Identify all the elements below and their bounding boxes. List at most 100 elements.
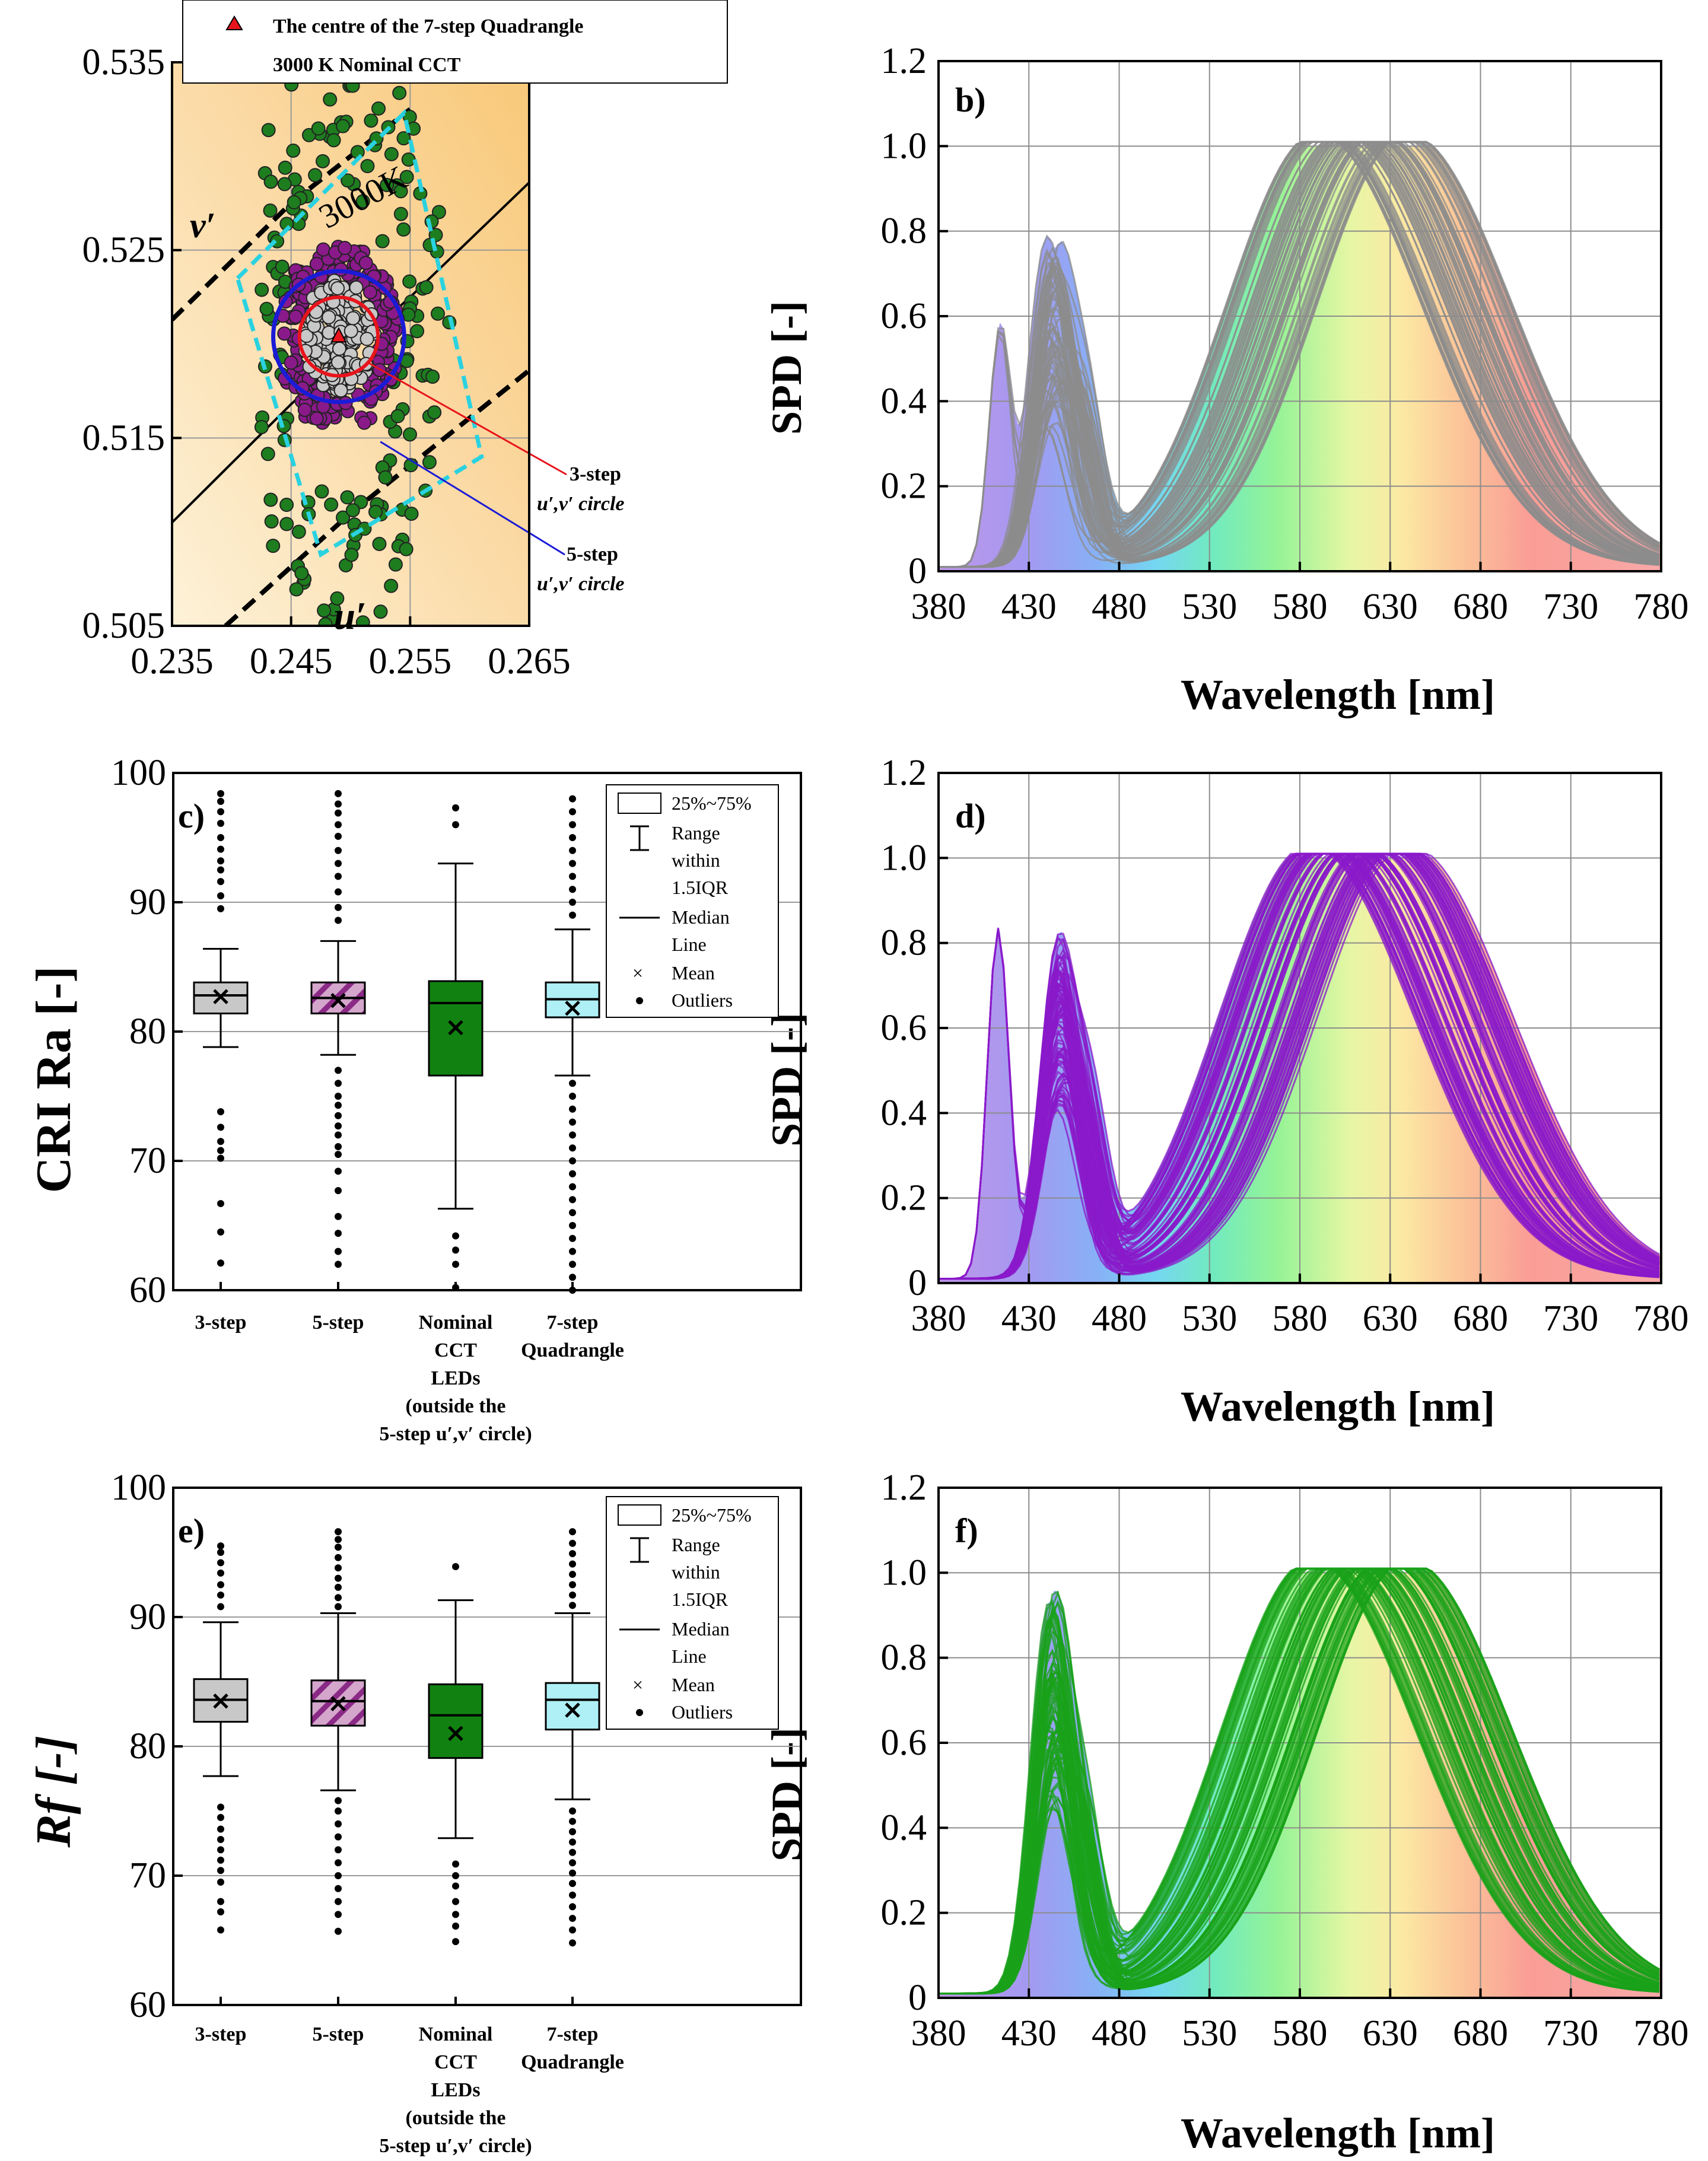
outlier-point [217, 905, 224, 912]
outlier-point [569, 1939, 576, 1947]
scatter-point-outer [404, 507, 419, 521]
scatter-point-5step [284, 355, 298, 370]
outlier-point [452, 821, 459, 829]
panel-label-e: e) [178, 1511, 205, 1550]
spd-curve [939, 141, 1660, 568]
spd-curve [939, 852, 1660, 1280]
outlier-point [335, 1230, 342, 1237]
outlier-point [452, 1261, 459, 1268]
cat-c-nominal-5: 5-step u′,v′ circle) [379, 1423, 532, 1445]
spd-curve [939, 852, 1660, 1280]
outlier-point [335, 1564, 342, 1572]
y-tick-label: 1.0 [881, 126, 927, 166]
y-tick-label: 0.535 [82, 42, 166, 82]
outlier-point [217, 1581, 224, 1589]
scatter-point-outer [259, 301, 274, 316]
outlier-point [335, 1143, 342, 1151]
outlier-point [217, 866, 224, 874]
scatter-point-3step [346, 311, 361, 326]
scatter-point-5step [297, 402, 312, 417]
scatter-point-outer [336, 119, 351, 133]
x-tick-label: 780 [1634, 587, 1689, 627]
rf-boxplot: 60 70 80 90 100 [111, 1468, 802, 2025]
outlier-point [569, 1602, 576, 1609]
y-tick-label: 0.525 [82, 230, 166, 270]
legend-a-line1: The centre of the 7-step Quadrangle [273, 15, 583, 37]
x-tick-label: 530 [1182, 2013, 1237, 2054]
spd-curve [939, 852, 1660, 1280]
spd-plot-d: 380 430 480 530 580 630 680 730 780 0 0.2 0.4 0.6 0.8… [881, 753, 1689, 1339]
outlier-point [217, 1259, 224, 1267]
outlier-point [217, 1154, 224, 1162]
scatter-point-outer [278, 160, 292, 175]
spd-curve [939, 141, 1660, 568]
spd-curve [939, 852, 1660, 1280]
legend-e-median2: Line [672, 1646, 707, 1667]
y-tick-label: 1.2 [881, 1468, 927, 1508]
spd-curve [939, 1567, 1660, 1995]
scatter-point-5step [362, 285, 377, 300]
scatter-point-outer [263, 203, 278, 218]
spd-curve [939, 141, 1660, 568]
scatter-point-outer [380, 177, 395, 192]
outlier-point [452, 1898, 459, 1905]
scatter-point-outer [422, 455, 437, 470]
outlier-point [335, 1131, 342, 1139]
spd-curve [939, 852, 1660, 1280]
scatter-point-3step [332, 341, 346, 356]
outlier-point [335, 1187, 342, 1195]
outlier-point [569, 1118, 576, 1126]
outlier-point [217, 1559, 224, 1567]
outlier-point [569, 1144, 576, 1152]
outlier-point [569, 1539, 576, 1547]
outlier-point [335, 809, 342, 817]
outlier-point [335, 1859, 342, 1867]
mean-marker [330, 1696, 346, 1711]
outlier-point [569, 1157, 576, 1164]
axis-label-y-a: v′ [190, 206, 216, 245]
spd-curve [939, 1567, 1660, 1995]
scatter-point-outer [399, 542, 414, 556]
outlier-point [335, 1911, 342, 1918]
outlier-point [217, 1549, 224, 1556]
outlier-point [569, 1247, 576, 1255]
scatter-point-3step [333, 383, 348, 398]
outlier-point [569, 795, 576, 803]
outlier-point [569, 911, 576, 919]
outlier-point [569, 834, 576, 841]
x-tick-label: 580 [1273, 587, 1328, 627]
spd-curve [939, 852, 1660, 1280]
legend-c-outliers: Outliers [672, 989, 733, 1011]
spd-curve [939, 1567, 1660, 1995]
axis-label-x-f: Wavelength [nm] [1181, 2109, 1495, 2157]
x-tick-label: 0.255 [369, 641, 452, 682]
legend-e-range2: within [672, 1561, 720, 1583]
y-tick-label: 1.0 [881, 838, 927, 878]
scatter-point-3step [360, 332, 374, 346]
scatter-point-outer [294, 566, 309, 581]
y-tick-label: 90 [129, 1597, 166, 1637]
outlier-point [569, 846, 576, 854]
spd-curve [939, 141, 1660, 568]
outlier-point [335, 846, 342, 854]
outlier-point [217, 1591, 224, 1599]
mean-marker [448, 1726, 463, 1741]
scatter-point-5step [277, 326, 292, 341]
outlier-point [569, 1105, 576, 1113]
spd-curve [939, 1567, 1660, 1995]
y-tick-label: 100 [111, 753, 166, 793]
scatter-point-outer [340, 490, 355, 505]
cri-boxplot: 60 70 80 90 100 [111, 753, 802, 1310]
outlier-point [569, 1571, 576, 1578]
scatter-point-outer [324, 497, 339, 512]
centre-marker [330, 327, 347, 343]
outlier-point [217, 1926, 224, 1934]
y-tick-label: 60 [129, 1985, 166, 2025]
scatter-point-outer [373, 604, 388, 619]
cat-c-nominal-1: Nominal [419, 1312, 493, 1333]
scatter-point-outer [396, 131, 411, 146]
scatter-point-outer [254, 419, 269, 434]
outlier-point [569, 1880, 576, 1888]
scatter-point-outer [323, 92, 338, 107]
spd-curve [939, 1567, 1660, 1995]
